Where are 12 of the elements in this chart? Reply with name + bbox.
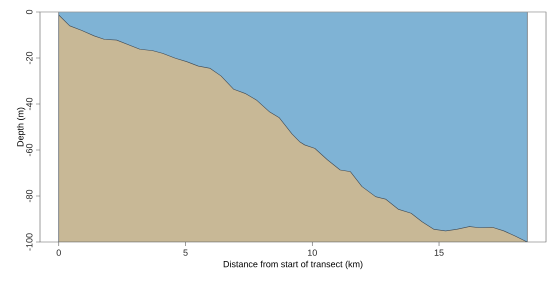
x-tick-label: 0 bbox=[56, 250, 61, 256]
x-tick-label: 5 bbox=[183, 250, 188, 256]
x-axis-title: Distance from start of transect (km) bbox=[224, 260, 362, 270]
x-tick-label: 10 bbox=[308, 250, 317, 256]
x-tick-label: 15 bbox=[434, 250, 444, 256]
y-tick-label: 0 bbox=[26, 10, 32, 14]
y-tick-label: -100 bbox=[26, 233, 32, 251]
y-tick-label: -20 bbox=[26, 52, 32, 64]
y-tick-label: -80 bbox=[26, 190, 32, 202]
y-tick-label: -40 bbox=[26, 98, 32, 110]
y-tick-label: -60 bbox=[26, 144, 32, 156]
y-axis-title: Depth (m) bbox=[16, 108, 26, 146]
